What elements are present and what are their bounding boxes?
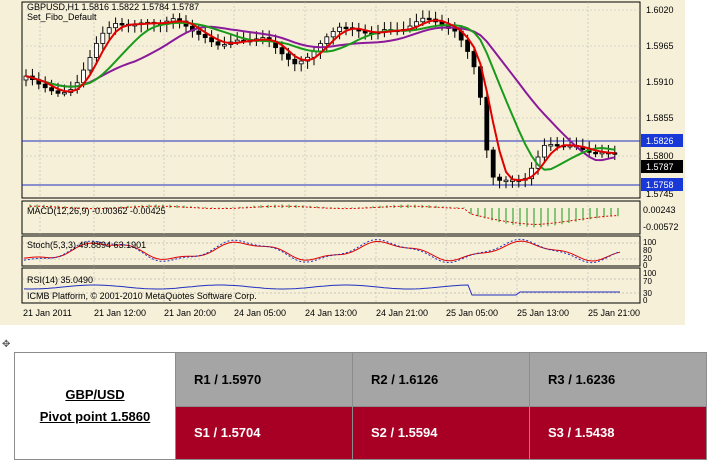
fast-moving-average	[25, 19, 615, 182]
candle-body	[170, 18, 176, 22]
time-tick: 21 Jan 20:00	[164, 308, 216, 318]
candle-body	[113, 23, 118, 29]
price-tag-bg	[641, 160, 683, 173]
candle-body	[465, 39, 471, 52]
candle-body	[542, 144, 547, 158]
candle-body	[87, 57, 93, 71]
candle-body	[593, 151, 598, 155]
time-tick: 24 Jan 21:00	[376, 308, 428, 318]
time-tick: 25 Jan 05:00	[446, 308, 498, 318]
macd-tick: -0.00572	[643, 222, 679, 232]
r3-cell: R3 / 1.6236	[529, 352, 707, 407]
price-tick: 1.5965	[646, 41, 674, 51]
candle-body	[279, 47, 285, 55]
rsi-tick: 0	[643, 296, 648, 305]
candle-body	[298, 60, 304, 65]
candle-body	[100, 32, 106, 44]
candle-body	[484, 96, 490, 151]
candle-body	[215, 41, 221, 46]
price-tick: 1.5745	[646, 189, 674, 199]
macd-tick: 0.00243	[643, 205, 676, 215]
mid-moving-average	[25, 21, 615, 171]
macd-label: MACD(12,26,9) -0.00362 -0.00425	[27, 206, 166, 216]
chart-header-template: Set_Fibo_Default	[27, 12, 97, 22]
forex-chart-panel: GBPUSD,H1 1.5816 1.5822 1.5784 1.5787 Se…	[0, 0, 685, 325]
price-tag-current: 1.5787	[646, 162, 674, 172]
support-row: S1 / 1.5704 S2 / 1.5594 S3 / 1.5438	[15, 405, 707, 460]
price-tick: 1.5910	[646, 77, 674, 87]
stoch-label: Stoch(5,3,3) 49.8894 63.1901	[27, 240, 146, 250]
candle-body	[106, 27, 112, 34]
candle-body	[202, 33, 208, 38]
pivot-point: Pivot point 1.5860	[39, 409, 151, 424]
candle-body	[343, 26, 349, 30]
rsi-line	[23, 284, 620, 296]
price-tick: 1.6020	[646, 5, 674, 15]
price-tick: 1.5855	[646, 113, 674, 123]
r2-cell: R2 / 1.6126	[352, 352, 530, 407]
price-tag-resistance: 1.5826	[646, 136, 674, 146]
candle-body	[196, 30, 202, 35]
pair-name: GBP/USD	[65, 387, 125, 402]
candle-body	[497, 176, 503, 181]
candle-body	[55, 90, 61, 94]
candle-body	[529, 167, 534, 180]
time-tick: 24 Jan 05:00	[234, 308, 286, 318]
price-tag-support: 1.5758	[646, 180, 674, 190]
candle-body	[324, 36, 330, 44]
macd-pane	[21, 200, 641, 235]
r1-cell: R1 / 1.5970	[175, 352, 353, 407]
rsi-tick: 30	[643, 289, 652, 298]
candle-body	[285, 53, 291, 60]
s1-cell: S1 / 1.5704	[175, 405, 353, 460]
time-tick: 21 Jan 2011	[23, 308, 72, 318]
s2-cell: S2 / 1.5594	[352, 405, 530, 460]
resistance-row: GBP/USD Pivot point 1.5860 R1 / 1.5970 R…	[14, 352, 707, 460]
stoch-tick: 80	[643, 246, 652, 255]
candle-body	[49, 87, 54, 92]
candle-body	[23, 75, 29, 81]
pair-cell: GBP/USD Pivot point 1.5860	[14, 352, 176, 460]
candle-body	[337, 26, 343, 32]
pivot-table: GBP/USD Pivot point 1.5860 R1 / 1.5970 R…	[14, 352, 707, 460]
candle-body	[426, 17, 432, 21]
time-tick: 21 Jan 12:00	[94, 308, 146, 318]
candle-body	[330, 31, 336, 38]
rsi-tick: 70	[643, 277, 652, 286]
stoch-pane	[21, 235, 641, 267]
macd-signal-line	[30, 205, 619, 226]
candle-body	[94, 43, 99, 58]
candle-body	[292, 58, 298, 65]
candle-body	[119, 23, 125, 26]
stoch-tick: 0	[643, 261, 648, 270]
price-tick: 1.5800	[646, 151, 674, 161]
price-tag-bg	[641, 178, 683, 191]
candle-body	[62, 92, 67, 95]
candle-body	[548, 144, 554, 147]
stoch-tick: 20	[643, 254, 652, 263]
rsi-label: RSI(14) 35.0490	[27, 275, 93, 285]
candle-body	[420, 17, 426, 23]
candle-body	[221, 44, 227, 47]
candle-body	[471, 51, 477, 68]
candle-body	[490, 149, 496, 178]
time-tick: 24 Jan 13:00	[305, 308, 357, 318]
price-tag-bg	[641, 134, 683, 147]
time-tick: 25 Jan 13:00	[517, 308, 569, 318]
candle-body	[503, 179, 509, 183]
rsi-tick: 100	[643, 269, 657, 278]
copyright-text: ICMB Platform, © 2001-2010 MetaQuotes So…	[27, 291, 257, 301]
slow-moving-average	[25, 25, 616, 162]
time-tick: 25 Jan 21:00	[588, 308, 640, 318]
move-cross-icon[interactable]: ✥	[2, 339, 11, 350]
chart-canvas: GBPUSD,H1 1.5816 1.5822 1.5784 1.5787 Se…	[21, 1, 683, 318]
candle-body	[209, 37, 215, 43]
chart-header-symbol: GBPUSD,H1 1.5816 1.5822 1.5784 1.5787	[27, 2, 199, 12]
stoch-tick: 100	[643, 238, 657, 247]
candle-body	[554, 144, 560, 147]
stoch-main-line	[23, 240, 621, 262]
s3-cell: S3 / 1.5438	[529, 405, 707, 460]
candle-body	[42, 83, 48, 89]
